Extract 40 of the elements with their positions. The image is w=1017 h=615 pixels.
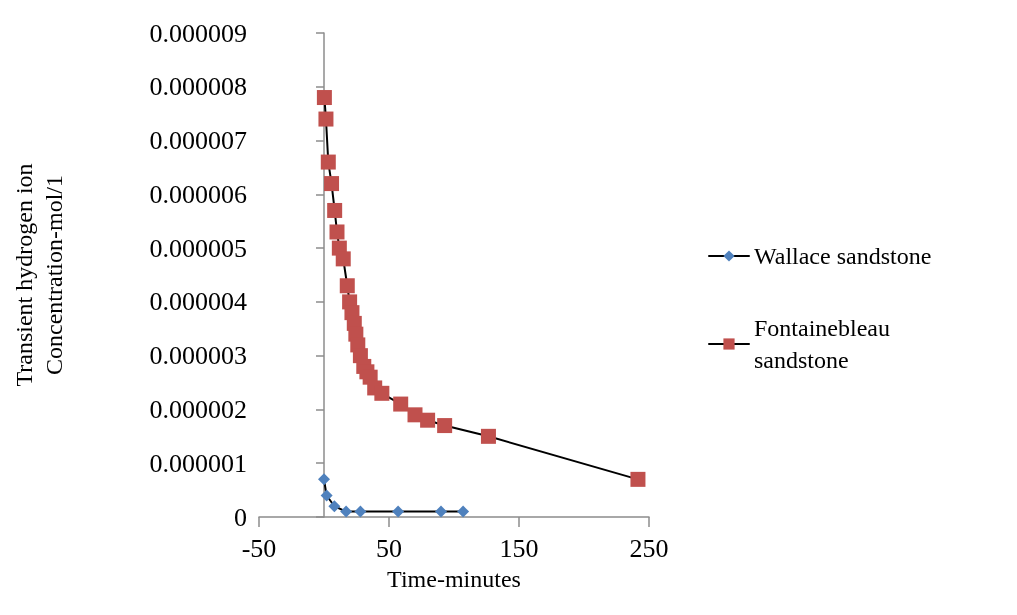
point: [340, 505, 353, 518]
y-tick-label: 0.000001: [149, 448, 247, 478]
point: [324, 176, 340, 192]
point: [437, 418, 453, 434]
point: [420, 412, 436, 428]
y-tick-label: 0.000004: [149, 287, 247, 317]
y-tick-label: 0.000008: [149, 72, 247, 102]
point: [354, 505, 367, 518]
x-axis-title: Time-minutes: [387, 566, 521, 592]
y-tick-label: 0.000009: [149, 18, 247, 48]
point: [320, 489, 333, 502]
point: [320, 154, 336, 170]
point: [393, 396, 409, 412]
y-axis-title: Transient hydrogen ion Concentration-mol/1: [11, 163, 67, 387]
y-tick-label: 0.000005: [149, 233, 247, 263]
point: [318, 111, 334, 127]
point: [339, 278, 355, 294]
x-tick-label: 150: [499, 533, 539, 563]
point: [392, 505, 405, 518]
point: [374, 385, 390, 401]
point: [329, 224, 345, 240]
x-tick-label: -50: [241, 533, 277, 563]
y-tick-label: 0.000002: [149, 394, 247, 424]
point: [327, 202, 343, 218]
point: [435, 505, 447, 518]
point: [335, 251, 351, 267]
y-tick-label: 0.000007: [149, 126, 247, 156]
point: [480, 428, 496, 444]
x-tick-label: 50: [376, 533, 402, 563]
y-tick-label: 0: [234, 502, 247, 532]
legend-label: Wallace sandstone: [754, 243, 932, 269]
y-tick-label: 0.000006: [149, 179, 247, 209]
x-tick-label: 250: [629, 533, 669, 563]
point: [457, 505, 470, 518]
y-tick-label: 0.000003: [149, 341, 247, 371]
legend-label: Fontainebleau sandstone: [754, 315, 890, 373]
point: [630, 471, 646, 487]
point: [316, 90, 332, 106]
point: [328, 500, 341, 513]
point: [318, 473, 330, 486]
